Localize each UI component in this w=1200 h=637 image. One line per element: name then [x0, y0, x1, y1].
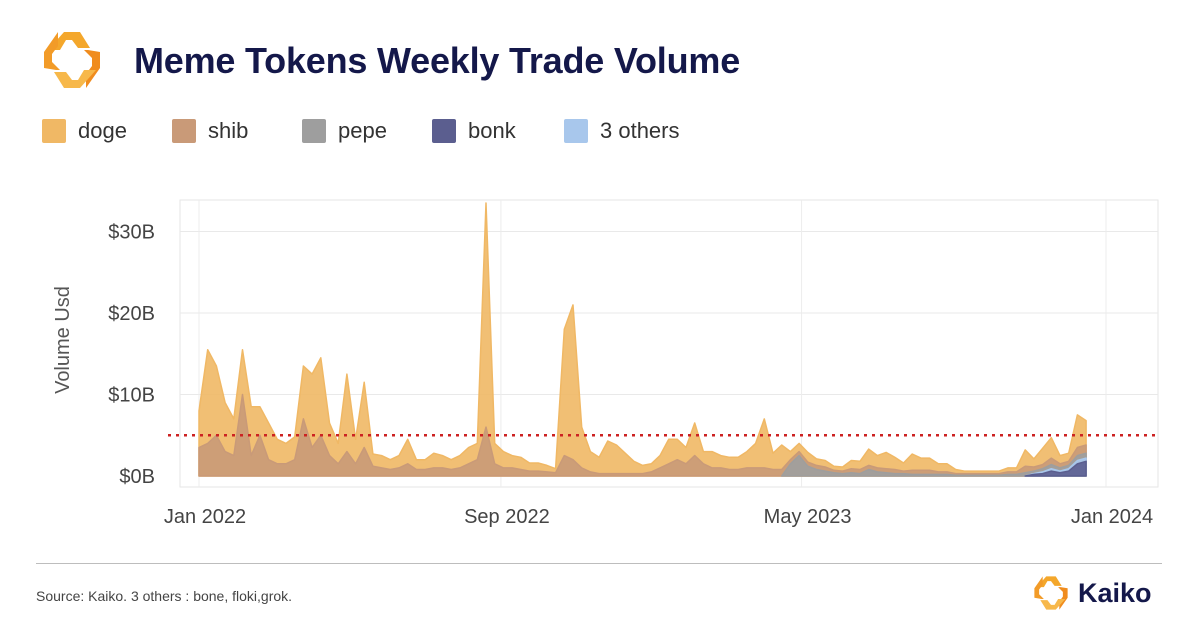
y-tick-label: $30B: [108, 222, 155, 244]
brand-name: Kaiko: [1078, 578, 1152, 608]
area-series-bonk: [1024, 460, 1087, 477]
legend-swatch-shib: [172, 119, 196, 143]
area-series-doge: [198, 202, 1087, 477]
legend-label-bonk: bonk: [468, 118, 516, 143]
x-tick-label: Jan 2022: [164, 506, 246, 528]
x-tick-label: Sep 2022: [464, 506, 550, 528]
source-note: Source: Kaiko. 3 others : bone, floki,gr…: [36, 588, 293, 604]
legend-swatch-others: [564, 119, 588, 143]
trade-volume-chart: $0B $10B $20B $30B Jan 2022 Sep 2022 May 2023 J…: [52, 199, 1159, 528]
legend-swatch-bonk: [432, 119, 456, 143]
header: Meme Tokens Weekly Trade Volume: [40, 28, 1140, 92]
area-series-shib: [198, 393, 1087, 477]
legend-label-shib: shib: [208, 118, 249, 143]
x-tick-label: May 2023: [764, 506, 852, 528]
y-tick-label: $0B: [119, 466, 155, 488]
legend-label-doge: doge: [78, 118, 127, 143]
y-tick-label: $20B: [108, 303, 155, 325]
kaiko-logo-icon: [44, 32, 100, 88]
page-title: Meme Tokens Weekly Trade Volume: [134, 40, 741, 81]
footer-divider: [36, 563, 1162, 564]
legend-swatch-doge: [42, 119, 66, 143]
y-tick-label: $10B: [108, 385, 155, 407]
brand-logo: Kaiko: [1032, 574, 1172, 614]
legend-swatch-pepe: [302, 119, 326, 143]
x-tick-label: Jan 2024: [1071, 506, 1153, 528]
kaiko-mark-icon: [1034, 576, 1068, 610]
legend-label-pepe: pepe: [338, 118, 387, 143]
y-axis-label: Volume Usd: [52, 286, 74, 394]
chart-legend: doge shib pepe bonk 3 others: [42, 117, 942, 145]
plot-frame: [179, 199, 1159, 488]
legend-label-others: 3 others: [600, 118, 680, 143]
